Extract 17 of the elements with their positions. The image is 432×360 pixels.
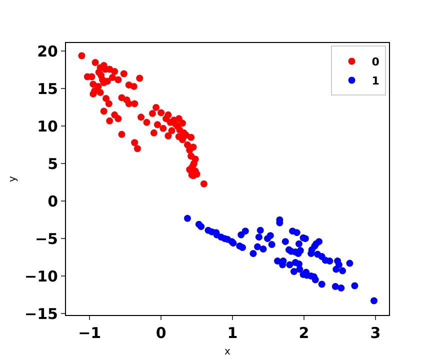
- x-tick-label: −1: [78, 324, 102, 342]
- y-axis-title: y: [8, 176, 19, 182]
- y-tick-label: 0: [48, 192, 58, 210]
- y-tick-label: 10: [37, 117, 58, 136]
- legend-label: 1: [372, 74, 380, 88]
- y-tick-label: 20: [37, 42, 58, 60]
- y-tick-label: −5: [34, 230, 58, 248]
- y-tick-label: −15: [24, 304, 58, 323]
- x-axis-title: x: [224, 346, 231, 358]
- y-tick-label: 5: [48, 154, 58, 173]
- x-tick-label: 1: [227, 324, 238, 342]
- y-tick-label: −10: [24, 267, 58, 286]
- y-tick-label: 15: [37, 80, 58, 98]
- legend-label: 0: [372, 56, 380, 69]
- x-tick-label: 3: [370, 324, 381, 342]
- x-tick-label: 0: [156, 324, 166, 342]
- x-tick-label: 2: [298, 324, 310, 342]
